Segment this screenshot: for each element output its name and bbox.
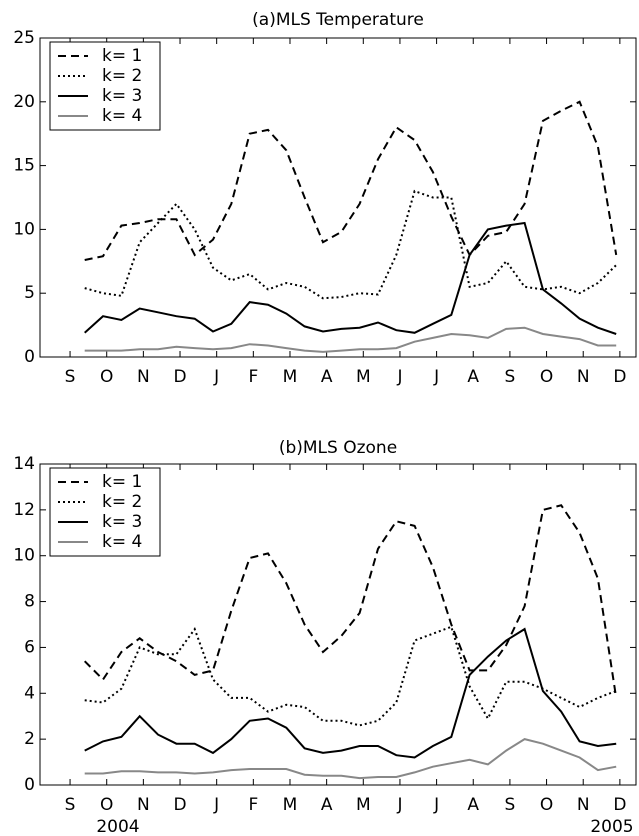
x-tick-label: F [248, 795, 258, 815]
series-line [84, 221, 617, 335]
chart-title: (b)MLS Ozone [279, 438, 397, 458]
x-tick-label: N [137, 795, 150, 815]
x-tick-label: S [505, 795, 516, 815]
x-tick-label: A [467, 367, 479, 387]
y-tick-label: 2 [24, 729, 35, 749]
x-tick-label: A [467, 795, 479, 815]
y-tick-label: 0 [24, 775, 35, 795]
y-tick-label: 6 [24, 637, 35, 657]
legend-label: k= 4 [102, 532, 142, 552]
x-tick-label: D [613, 367, 626, 387]
x-tick-label: N [137, 367, 150, 387]
legend-label: k= 3 [102, 86, 142, 106]
y-tick-label: 5 [24, 283, 35, 303]
x-tick-label: A [321, 795, 333, 815]
x-tick-label: N [577, 367, 590, 387]
x-tick-label: D [173, 795, 186, 815]
x-tick-label: J [433, 795, 439, 815]
x-tick-label: D [613, 795, 626, 815]
series-line [84, 189, 617, 300]
legend-label: k= 3 [102, 512, 142, 532]
x-tick-label: M [356, 367, 371, 387]
y-tick-label: 10 [13, 219, 35, 239]
x-tick-label: S [65, 795, 76, 815]
y-tick-label: 14 [13, 454, 35, 474]
x-tick-label: O [100, 367, 113, 387]
year-label: 2005 [590, 817, 633, 836]
x-tick-label: M [356, 795, 371, 815]
series-line [84, 625, 617, 727]
legend-label: k= 1 [102, 46, 142, 66]
x-tick-label: J [396, 367, 402, 387]
x-tick-label: O [540, 795, 553, 815]
chart-title: (a)MLS Temperature [252, 10, 424, 30]
y-tick-label: 4 [24, 683, 35, 703]
x-tick-label: M [283, 795, 298, 815]
series-line [84, 100, 618, 261]
x-tick-label: J [433, 367, 439, 387]
series-line [84, 326, 617, 353]
y-tick-label: 15 [13, 156, 35, 176]
x-tick-label: J [213, 367, 219, 387]
x-tick-label: D [173, 367, 186, 387]
x-tick-label: N [577, 795, 590, 815]
x-tick-label: O [540, 367, 553, 387]
x-tick-label: J [396, 795, 402, 815]
plot-frame [39, 37, 637, 358]
legend-label: k= 2 [102, 492, 142, 512]
year-label: 2004 [96, 817, 139, 836]
x-tick-label: J [213, 795, 219, 815]
x-tick-label: M [283, 367, 298, 387]
y-tick-label: 8 [24, 592, 35, 612]
x-tick-label: O [100, 795, 113, 815]
y-tick-label: 25 [13, 28, 35, 48]
y-tick-label: 0 [24, 347, 35, 367]
legend-label: k= 2 [102, 66, 142, 86]
legend-label: k= 4 [102, 106, 142, 126]
series-line [84, 627, 617, 759]
legend-label: k= 1 [102, 472, 142, 492]
series-line [83, 504, 618, 699]
y-tick-label: 20 [13, 92, 35, 112]
y-tick-label: 10 [13, 546, 35, 566]
plot-frame [39, 463, 637, 786]
x-tick-label: F [248, 367, 258, 387]
x-tick-label: S [505, 367, 516, 387]
x-tick-label: S [65, 367, 76, 387]
y-tick-label: 12 [13, 500, 35, 520]
x-tick-label: A [321, 367, 333, 387]
series-line [84, 738, 617, 780]
